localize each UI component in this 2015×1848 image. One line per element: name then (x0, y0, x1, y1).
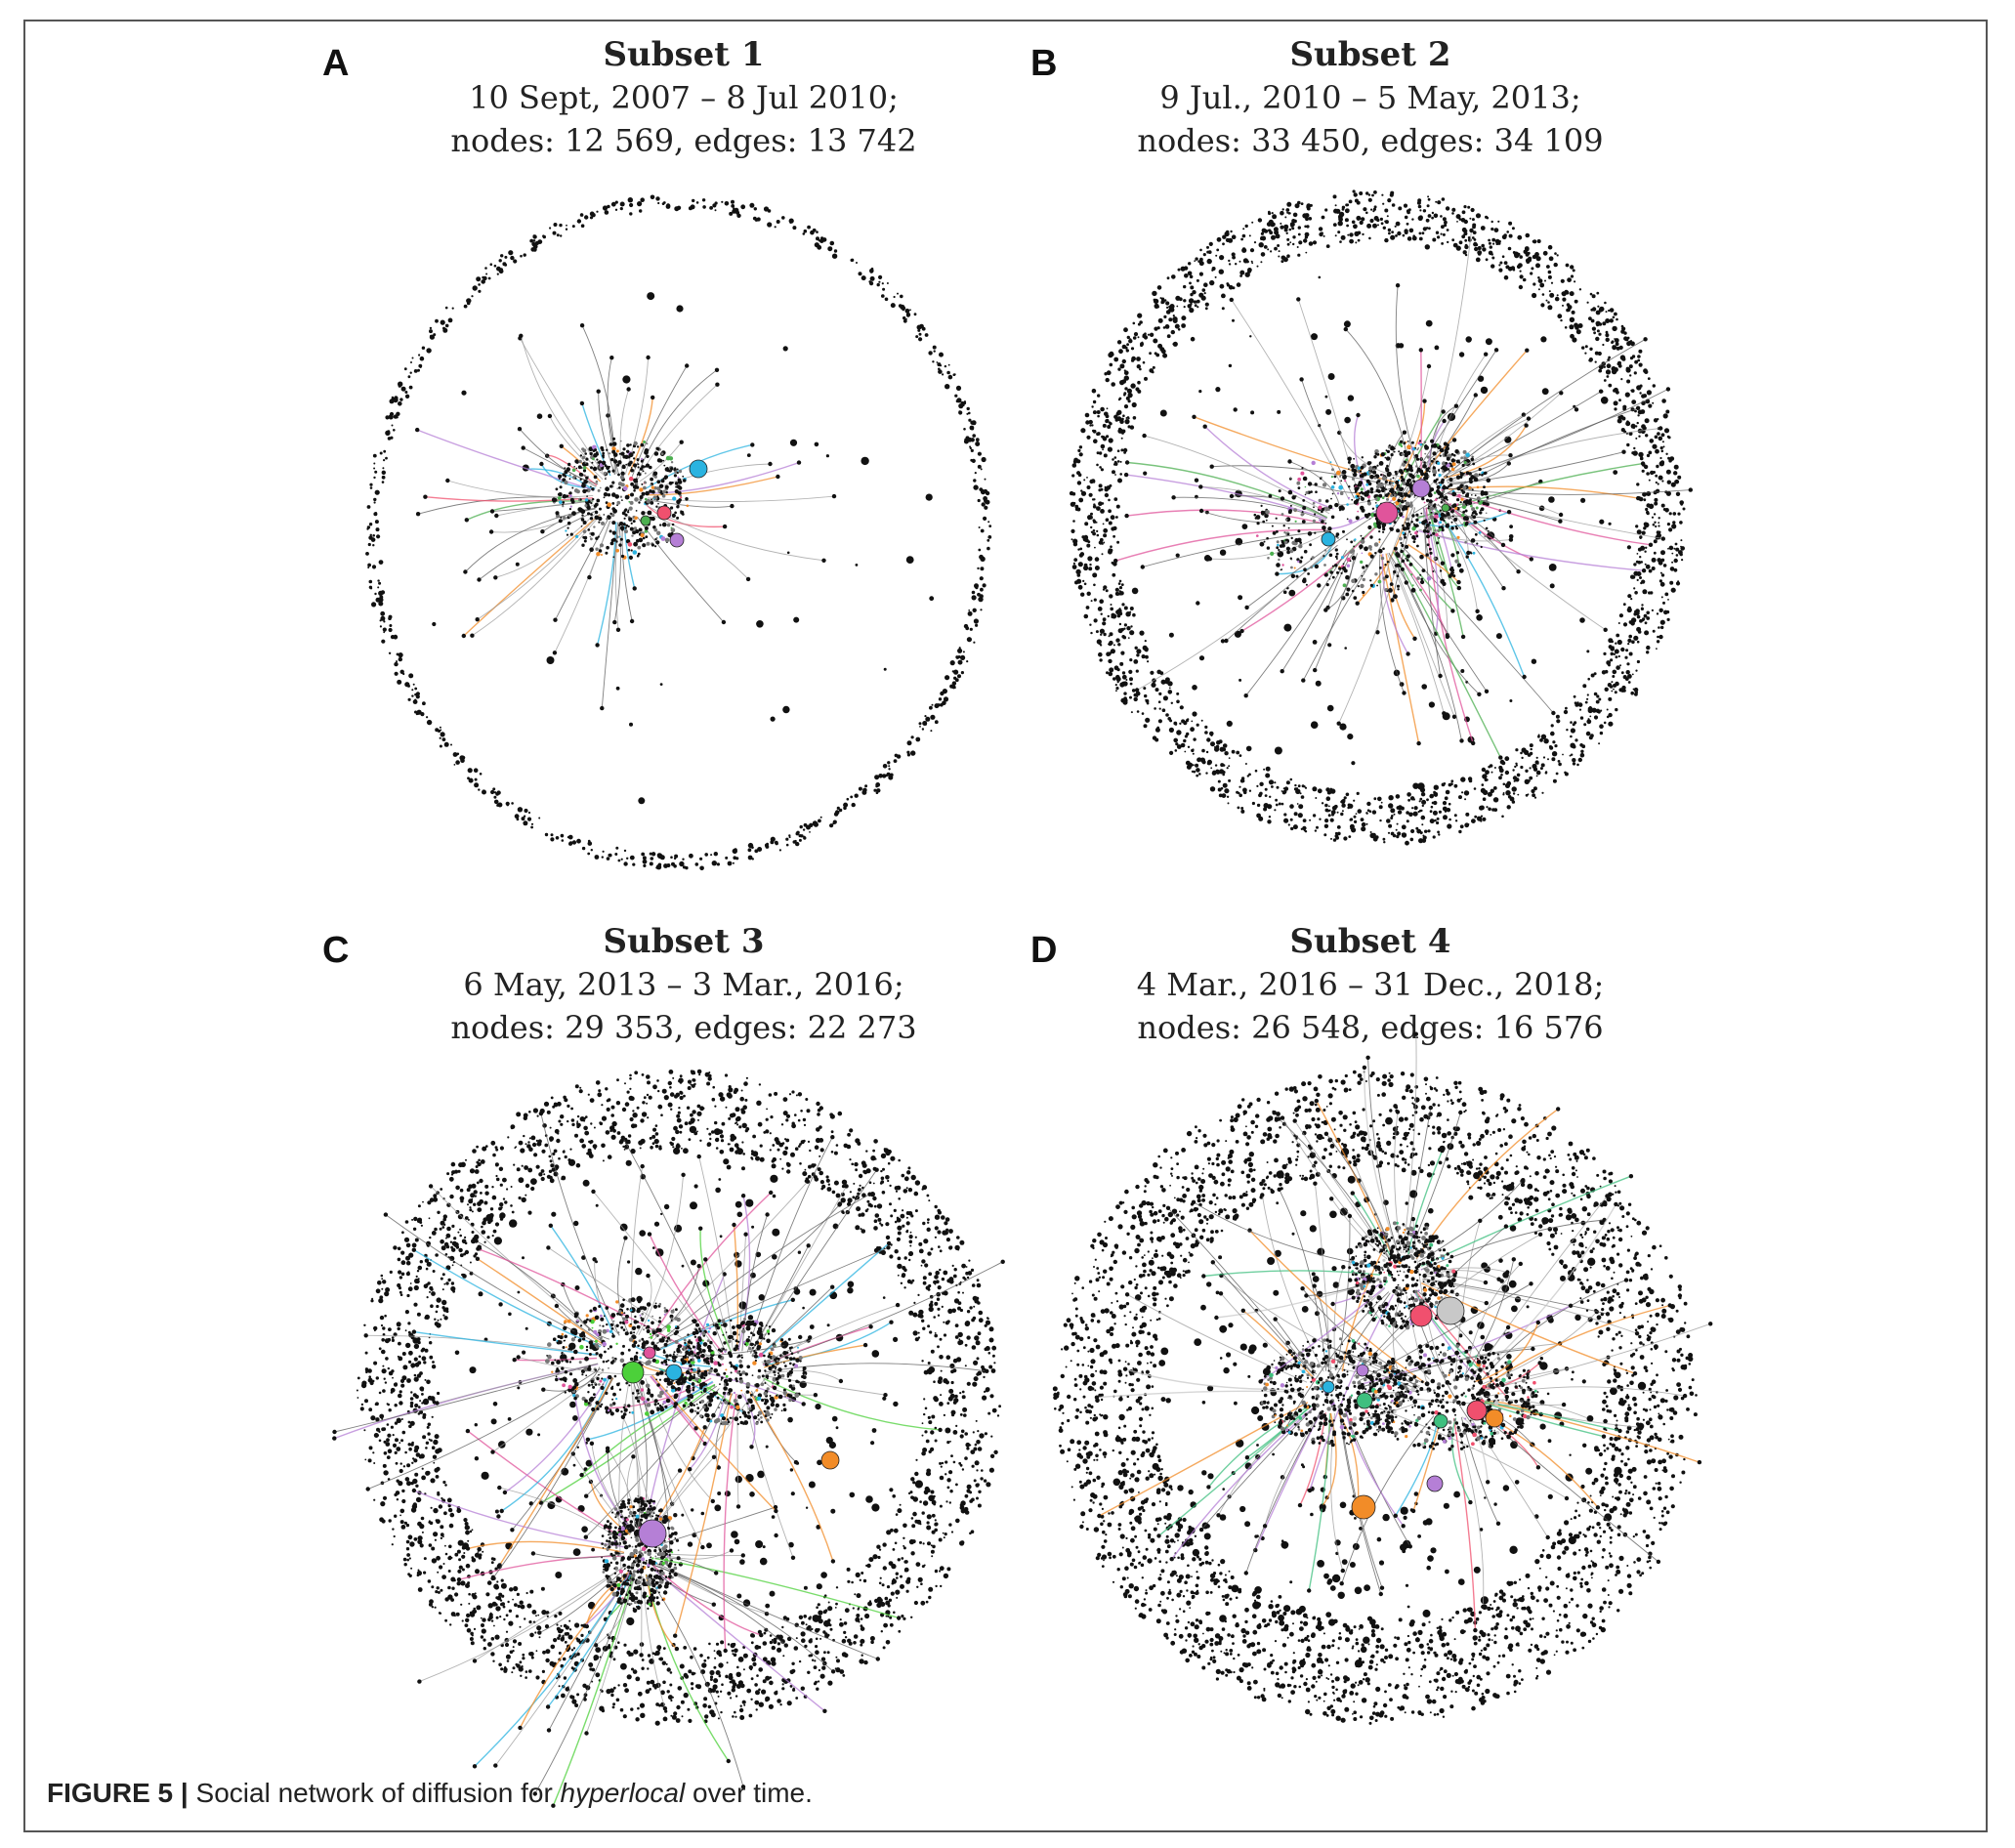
panel-a-hub-node (640, 515, 651, 526)
panel-b-hub-node (1321, 531, 1336, 547)
panel-d-ring-nodes (1052, 1070, 1698, 1725)
panel-d-hub-node (1322, 1380, 1335, 1394)
panel-b-hub-node (1375, 501, 1399, 525)
panel-b-letter: B (1030, 43, 1058, 84)
panel-b-stats: nodes: 33 450, edges: 34 109 (1137, 122, 1604, 159)
panel-c-hub-node (665, 1364, 683, 1381)
panel-d-hub-node (1433, 1413, 1448, 1429)
panel-a-core (551, 437, 690, 560)
panel-a-date-range: 10 Sept, 2007 – 8 Jul 2010; (469, 79, 899, 116)
panel-b-hub-node (1441, 503, 1450, 513)
panel-a-network (365, 194, 992, 871)
figure-label: FIGURE 5 | (47, 1778, 189, 1808)
panel-c-stats: nodes: 29 353, edges: 22 273 (450, 1009, 917, 1046)
panel-c-hub-node (820, 1450, 840, 1470)
panel-a-hub-node (656, 505, 672, 521)
panel-d-hub-node (1436, 1296, 1465, 1325)
panel-d-hub-node (1351, 1494, 1376, 1520)
panel-c-date-range: 6 May, 2013 – 3 Mar., 2016; (463, 966, 904, 1003)
panel-c-hub-node (638, 1519, 667, 1548)
panel-a-hubs (640, 459, 708, 548)
panel-b-edges (1113, 228, 1693, 760)
panel-c-core (545, 1297, 808, 1614)
panel-d-hubs (1322, 1296, 1504, 1520)
panel-d-core (1260, 1221, 1539, 1451)
panel-b-header: Subset 2 9 Jul., 2010 – 5 May, 2013; nod… (1126, 33, 1615, 162)
panel-a-stats: nodes: 12 569, edges: 13 742 (450, 122, 917, 159)
panel-a-edges (415, 323, 837, 711)
panel-c-hub-node (621, 1361, 645, 1384)
panel-d-hub-node (1356, 1364, 1369, 1377)
panel-c-header: Subset 3 6 May, 2013 – 3 Mar., 2016; nod… (440, 920, 928, 1049)
panel-b-ring-nodes (1069, 189, 1686, 846)
panel-b-hub-node (1411, 479, 1431, 498)
panel-a-title: Subset 1 (603, 35, 765, 74)
panel-d-hub-node (1466, 1400, 1488, 1421)
panel-d-header: Subset 4 4 Mar., 2016 – 31 Dec., 2018; n… (1126, 920, 1615, 1049)
panel-d-hub-node (1409, 1304, 1433, 1327)
panel-c-hubs (621, 1346, 840, 1548)
panel-d-hub-node (1426, 1475, 1444, 1492)
panel-b-hubs (1321, 479, 1450, 547)
panel-a-header: Subset 1 10 Sept, 2007 – 8 Jul 2010; nod… (440, 33, 928, 162)
panel-d-hub-node (1356, 1392, 1373, 1409)
panel-a-hub-node (669, 532, 685, 548)
panel-d-date-range: 4 Mar., 2016 – 31 Dec., 2018; (1136, 966, 1605, 1003)
panel-d-hub-node (1485, 1408, 1504, 1428)
panel-b-network (1069, 189, 1693, 846)
panel-d-inner-nodes (1112, 1116, 1647, 1668)
panel-c-network (332, 1069, 1005, 1808)
panel-a-inner-nodes (432, 292, 935, 805)
panel-b-title: Subset 2 (1289, 35, 1451, 74)
panel-d-letter: D (1030, 930, 1058, 971)
panel-d-network (1052, 1031, 1713, 1725)
panel-d-title: Subset 4 (1289, 922, 1451, 961)
panel-c-title: Subset 3 (603, 922, 765, 961)
panel-d-stats: nodes: 26 548, edges: 16 576 (1137, 1009, 1604, 1046)
panel-c-letter: C (322, 930, 350, 971)
panel-b-date-range: 9 Jul., 2010 – 5 May, 2013; (1159, 79, 1581, 116)
caption-text-before: Social network of diffusion for (195, 1778, 553, 1808)
panel-a-hub-node (689, 459, 708, 479)
panel-c-hub-node (643, 1346, 656, 1360)
figure-caption: FIGURE 5 | Social network of diffusion f… (47, 1778, 813, 1809)
panel-a-letter: A (322, 43, 350, 84)
panel-b-inner-nodes (1131, 275, 1631, 790)
caption-text-after: over time. (692, 1778, 813, 1808)
caption-term: hyperlocal (560, 1778, 686, 1808)
panel-a-ring-nodes (365, 194, 992, 871)
